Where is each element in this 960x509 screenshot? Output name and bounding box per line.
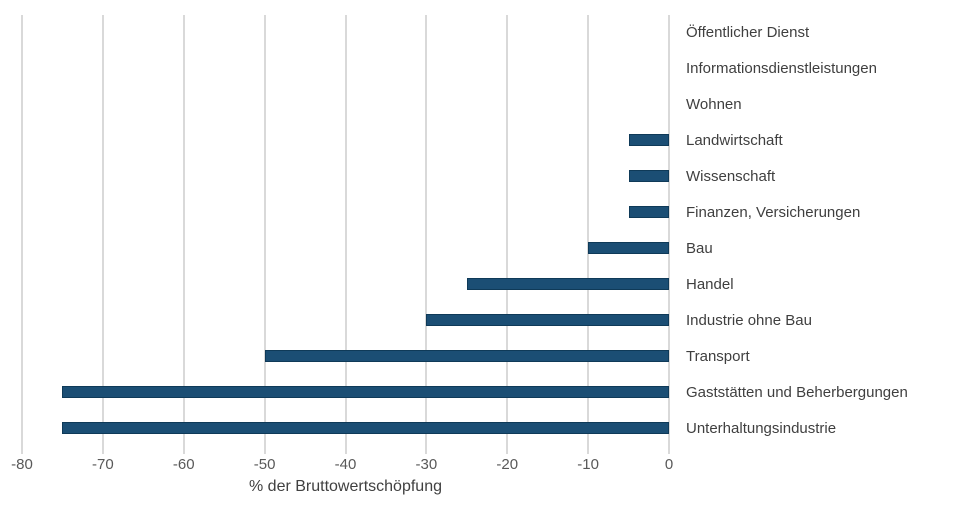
category-label: Informationsdienstleistungen: [686, 60, 877, 77]
gridline: [587, 15, 590, 447]
chart-row: Öffentlicher Dienst: [0, 15, 960, 51]
category-label: Wohnen: [686, 96, 742, 113]
bar: [62, 386, 669, 398]
x-axis-tick-label: -80: [11, 456, 33, 473]
bar: [588, 242, 669, 254]
x-axis-tick-label: -30: [415, 456, 438, 473]
bar: [426, 314, 669, 326]
category-label: Wissenschaft: [686, 168, 776, 185]
tickmark: [182, 447, 185, 454]
bar: [628, 170, 669, 182]
category-label: Gaststätten und Beherbergungen: [686, 384, 908, 401]
chart-row: Finanzen, Versicherungen: [0, 195, 960, 231]
x-axis-tick-label: -70: [92, 456, 114, 473]
tickmark: [425, 447, 428, 454]
x-axis-title: % der Bruttowertschöpfung: [249, 478, 442, 495]
x-axis-tick-label: -40: [334, 456, 357, 473]
chart-row: Landwirtschaft: [0, 123, 960, 159]
category-label: Unterhaltungsindustrie: [686, 420, 837, 437]
gridline: [182, 15, 185, 447]
category-label: Handel: [686, 276, 734, 293]
tickmark: [21, 447, 23, 454]
chart-row: Unterhaltungsindustrie: [0, 411, 960, 447]
bar: [62, 422, 669, 434]
bar: [628, 206, 669, 218]
chart-row: Informationsdienstleistungen: [0, 51, 960, 87]
x-axis-tick-label: -10: [577, 456, 599, 473]
category-label: Finanzen, Versicherungen: [686, 204, 861, 221]
category-label: Landwirtschaft: [686, 132, 783, 149]
gridline: [101, 15, 104, 447]
gridline: [425, 15, 428, 447]
category-label: Bau: [686, 240, 713, 257]
chart-row: Handel: [0, 267, 960, 303]
x-axis-tick-label: -60: [172, 456, 195, 473]
bar: [466, 278, 669, 290]
gridline: [344, 15, 347, 447]
tickmark: [587, 447, 590, 454]
chart-row: Bau: [0, 231, 960, 267]
category-label: Industrie ohne Bau: [686, 312, 812, 329]
gridline: [506, 15, 509, 447]
gridline: [668, 15, 670, 447]
tickmark: [344, 447, 347, 454]
chart-row: Industrie ohne Bau: [0, 303, 960, 339]
x-axis-tick-label: -50: [253, 456, 276, 473]
x-axis-tick-label: 0: [664, 456, 674, 473]
gridline: [21, 15, 23, 447]
category-label: Transport: [686, 348, 750, 365]
category-label: Öffentlicher Dienst: [686, 24, 810, 41]
tickmark: [101, 447, 104, 454]
tickmark: [668, 447, 670, 454]
bar: [264, 350, 669, 362]
chart-row: Transport: [0, 339, 960, 375]
chart-row: Gaststätten und Beherbergungen: [0, 375, 960, 411]
gridline: [263, 15, 266, 447]
chart-row: Wohnen: [0, 87, 960, 123]
tickmark: [506, 447, 509, 454]
bar: [628, 134, 669, 146]
chart-row: Wissenschaft: [0, 159, 960, 195]
tickmark: [263, 447, 266, 454]
x-axis-tick-label: -20: [496, 456, 519, 473]
